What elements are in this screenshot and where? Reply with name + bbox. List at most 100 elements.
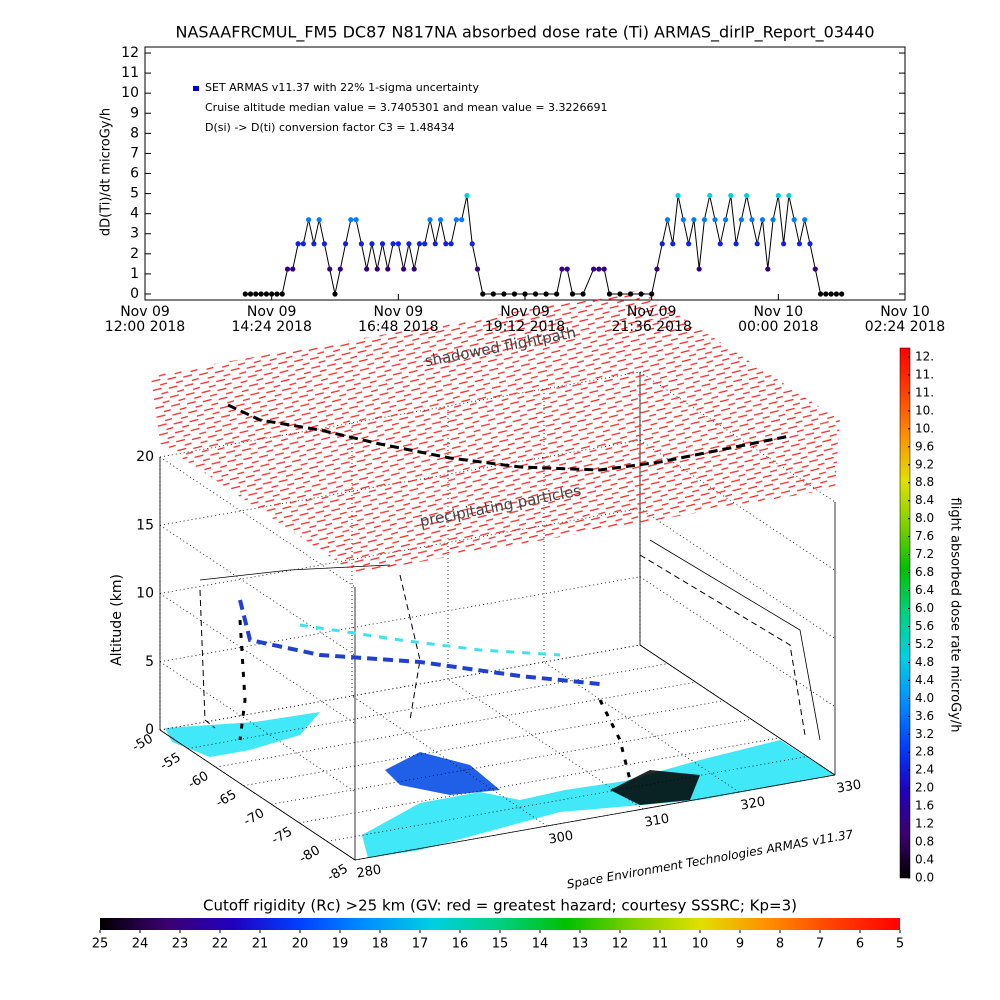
data-point <box>453 217 459 223</box>
data-point <box>654 266 660 272</box>
colorbar-tick-label: 9.2 <box>915 457 934 471</box>
data-point <box>464 192 470 199</box>
data-point <box>522 291 528 297</box>
colorbar-tick-label: 8.4 <box>915 493 934 507</box>
data-point <box>728 192 734 199</box>
colorbar-tick-label: 21 <box>252 937 269 952</box>
colorbar-tick-label: 2.0 <box>915 781 934 795</box>
lon-tick-label: 300 <box>547 828 574 847</box>
data-point <box>279 291 285 297</box>
axis-line <box>354 774 836 861</box>
y-axis-label: dD(Ti)/dt microGy/h <box>99 108 114 236</box>
data-point <box>348 217 354 223</box>
colorbar-tick-label: 14 <box>532 937 549 952</box>
data-point <box>733 241 739 247</box>
colorbar-tick-label: 12. <box>915 349 934 363</box>
colorbar-tick-label: 10. <box>915 403 934 417</box>
data-point <box>812 266 818 272</box>
colorbar-tick-label: 9.6 <box>915 439 934 453</box>
colorbar-tick-label: 8 <box>776 937 784 952</box>
data-point <box>596 266 602 272</box>
annotation: D(si) -> D(ti) conversion factor C3 = 1.… <box>205 121 455 134</box>
colorbar-tick-label: 25 <box>92 937 109 952</box>
z-tick-label: 15 <box>136 517 154 533</box>
data-point <box>480 291 486 297</box>
data-point <box>675 192 681 199</box>
data-point <box>390 241 396 247</box>
y-tick-label: 0 <box>130 286 139 302</box>
colorbar-tick-label: 6 <box>856 937 864 952</box>
data-point <box>569 291 576 297</box>
colorbar-tick-label: 0.0 <box>915 871 934 885</box>
data-point <box>701 217 708 223</box>
colorbar-tick-label: 7.2 <box>915 547 934 561</box>
data-point <box>659 241 665 247</box>
z-axis-label: Altitude (km) <box>109 574 125 666</box>
data-point <box>416 241 423 247</box>
data-point <box>591 266 597 272</box>
data-point <box>337 266 343 272</box>
data-point <box>765 266 771 272</box>
z-tick-label: 0 <box>145 722 154 738</box>
data-point <box>781 241 787 247</box>
colorbar-tick-label: 19 <box>332 937 349 952</box>
data-point <box>342 241 349 247</box>
y-tick-label: 8 <box>130 125 139 141</box>
data-point <box>290 266 296 272</box>
data-point <box>649 291 655 297</box>
data-point <box>263 291 269 297</box>
colorbar-tick-label: 6.0 <box>915 601 934 615</box>
colorbar-tick-label: 2.8 <box>915 745 934 759</box>
data-point <box>807 241 813 247</box>
data-point <box>306 217 312 223</box>
colorbar-tick-label: 5.2 <box>915 637 934 651</box>
colorbar-tick-label: 1.6 <box>915 799 934 813</box>
data-point <box>638 291 644 297</box>
colorbar-tick-label: 4.8 <box>915 655 934 669</box>
x-tick-label: Nov 09 12:00 2018 <box>104 304 186 335</box>
data-point <box>828 291 834 297</box>
data-point <box>791 217 797 223</box>
data-point <box>427 217 433 223</box>
colorbar-tick-label: 7 <box>816 937 824 952</box>
colorbar-tick-label: 10 <box>692 937 709 952</box>
data-point <box>511 291 518 297</box>
colorbar-tick-label: 5 <box>896 937 904 952</box>
colorbar-tick-label: 18 <box>372 937 389 952</box>
y-tick-label: 11 <box>121 65 139 81</box>
data-point <box>817 291 824 297</box>
data-point <box>559 266 565 272</box>
y-tick-label: 3 <box>130 226 139 242</box>
colorbar-tick-label: 3.6 <box>915 709 934 723</box>
data-point <box>374 266 380 272</box>
colorbar-tick-label: 12 <box>612 937 629 952</box>
colorbar-tick-label: 13 <box>572 937 589 952</box>
data-point <box>664 217 671 223</box>
y-tick-label: 2 <box>130 246 139 262</box>
data-point <box>432 241 438 247</box>
data-point <box>406 241 412 247</box>
data-point <box>501 291 507 297</box>
z-tick-label: 20 <box>136 449 154 465</box>
colorbar-tick-label: 8.8 <box>915 475 934 489</box>
colorbar-tick-label: 9 <box>736 937 744 952</box>
data-point <box>554 291 560 297</box>
lon-tick-label: 310 <box>643 811 670 830</box>
colorbar-tick-label: 20 <box>292 937 309 952</box>
data-point <box>617 291 623 297</box>
particle-layer <box>355 420 840 574</box>
data-point <box>364 266 370 272</box>
data-point <box>532 291 539 297</box>
lon-tick-label: 280 <box>355 862 382 881</box>
colorbar-tick-label: 11 <box>652 937 669 952</box>
z-tick-label: 10 <box>136 586 154 602</box>
data-point <box>269 291 275 297</box>
legend-label: SET ARMAS v11.37 with 22% 1-sigma uncert… <box>205 81 479 94</box>
data-point <box>686 241 692 247</box>
data-point <box>744 192 750 199</box>
data-point <box>385 266 391 272</box>
data-point <box>242 291 248 297</box>
data-point <box>401 266 407 272</box>
data-point <box>717 241 723 247</box>
